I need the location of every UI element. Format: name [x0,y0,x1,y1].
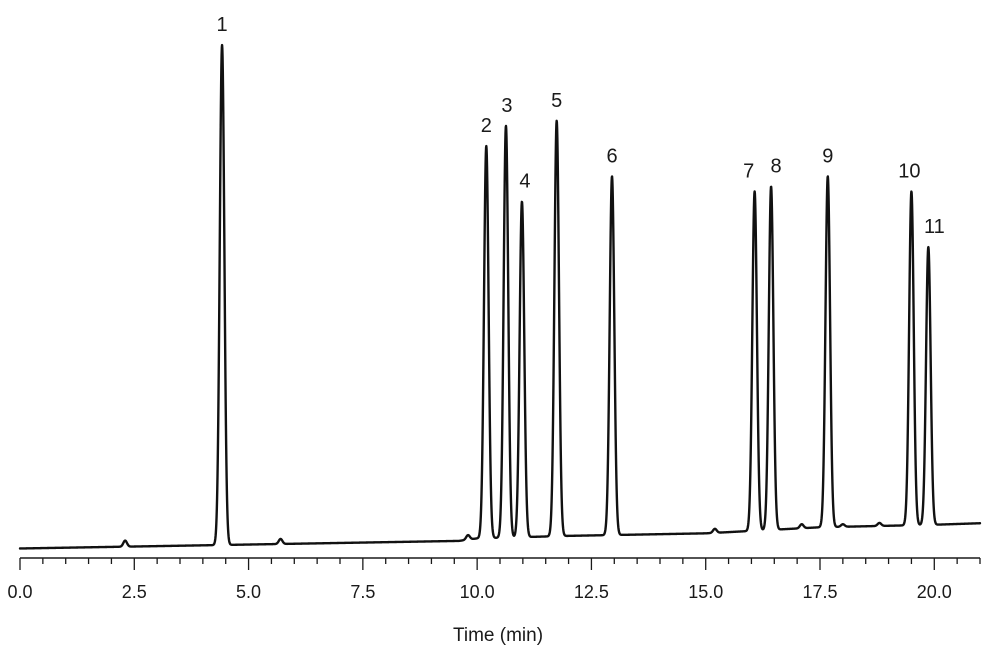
peak-label-4: 4 [519,171,530,193]
peak-label-10: 10 [898,160,920,182]
x-ticks: 0.0 2.5 5.0 7.5 10.0 12.5 15.0 17.5 20.0 [7,558,981,602]
peak-label-3: 3 [501,95,512,117]
chromatogram-trace [18,43,982,550]
x-tick-label: 2.5 [122,582,147,602]
x-tick-label: 7.5 [350,582,375,602]
x-tick-label: 20.0 [917,582,952,602]
x-axis: 0.0 2.5 5.0 7.5 10.0 12.5 15.0 17.5 20.0 [7,557,981,602]
trace-layer [18,43,982,550]
peak-label-1: 1 [216,14,227,36]
x-tick-label: 17.5 [802,582,837,602]
peak-label-5: 5 [551,90,562,112]
x-tick-label: 10.0 [460,582,495,602]
peak-label-2: 2 [481,115,492,137]
x-tick-label: 0.0 [7,582,32,602]
peak-label-6: 6 [606,145,617,167]
x-tick-label: 15.0 [688,582,723,602]
x-tick-label: 5.0 [236,582,261,602]
peak-label-9: 9 [822,145,833,167]
x-axis-title: Time (min) [453,625,543,645]
peak-label-7: 7 [743,160,754,182]
peak-label-8: 8 [771,155,782,177]
x-tick-label: 12.5 [574,582,609,602]
peak-label-11: 11 [924,216,945,238]
